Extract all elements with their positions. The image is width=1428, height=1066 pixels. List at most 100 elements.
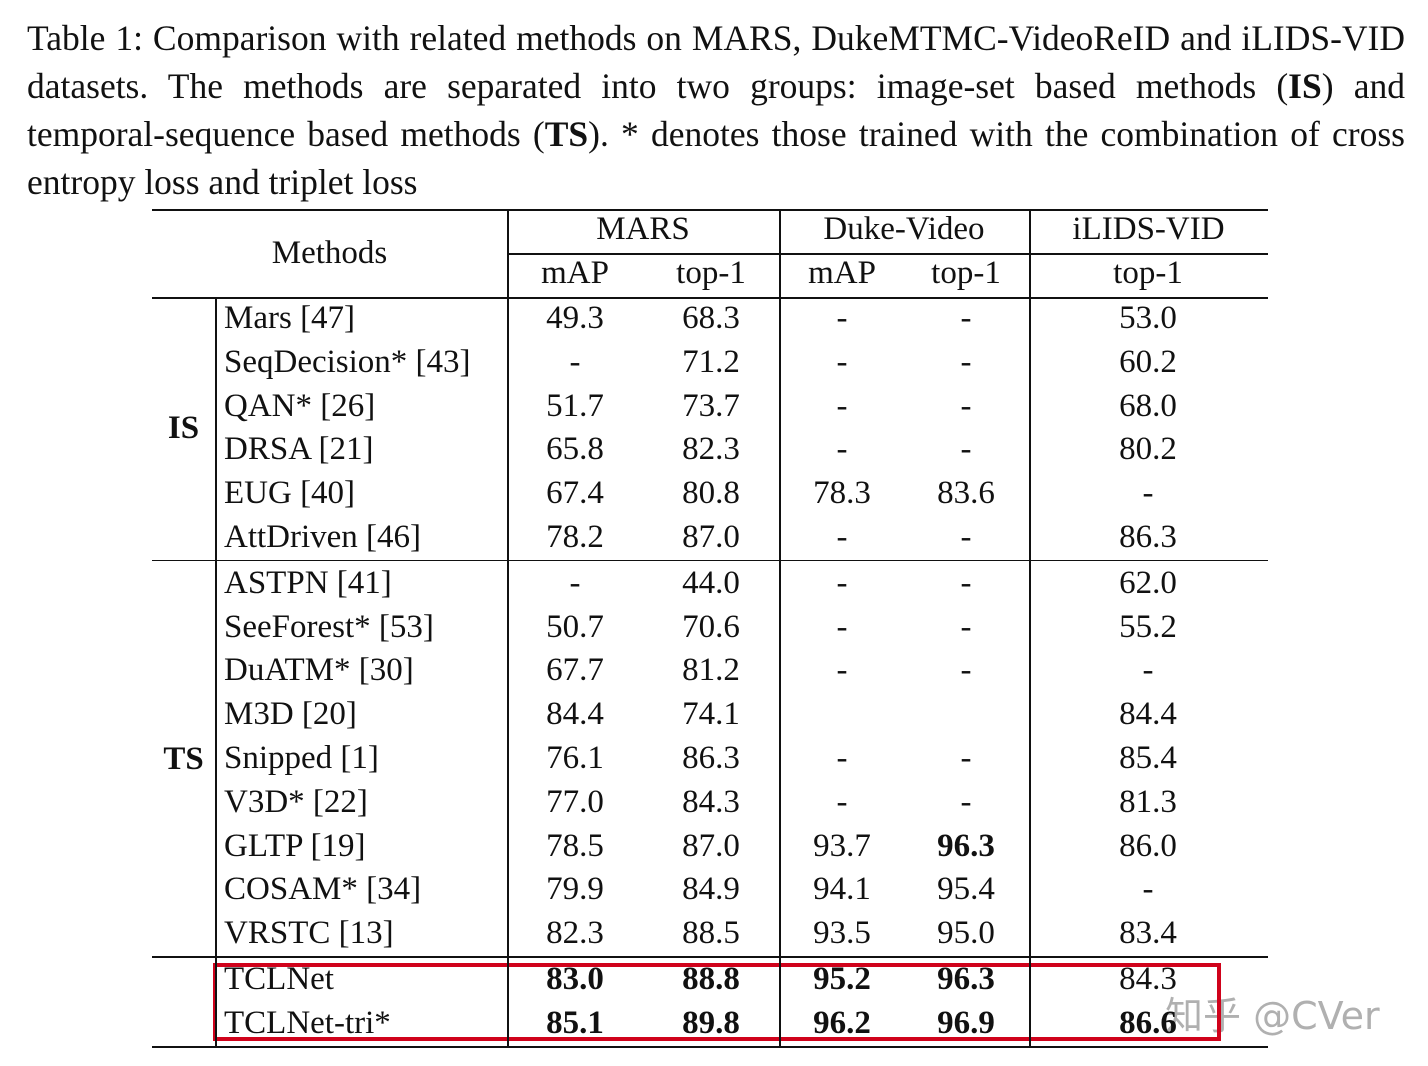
value-cell: 68.0 [1119, 387, 1177, 424]
caption: Table 1: Comparison with related methods… [27, 14, 1405, 206]
value-cell: 96.9 [937, 1004, 995, 1041]
value-cell: 85.4 [1119, 740, 1177, 776]
group-label: TS [163, 740, 204, 777]
value-cell: - [960, 564, 972, 601]
value-cell: 78.5 [546, 827, 604, 864]
value-cell: - [960, 300, 972, 336]
value-cell: 62.0 [1119, 564, 1177, 601]
method-cell: DRSA [21] [224, 431, 374, 468]
value-cell: - [569, 343, 581, 380]
watermark: 知乎 @CVer [1165, 994, 1380, 1038]
value-cell: - [1142, 871, 1154, 908]
method-cell: TCLNet-tri* [224, 1004, 391, 1041]
value-cell: 94.1 [813, 871, 871, 908]
value-cell: - [836, 652, 848, 689]
method-cell: EUG [40] [224, 475, 356, 512]
value-cell: 81.3 [1119, 783, 1177, 820]
value-cell: - [836, 783, 848, 820]
header-cell: Duke-Video [823, 211, 985, 247]
method-cell: Mars [47] [224, 300, 356, 336]
method-cell: VRSTC [13] [224, 915, 394, 952]
value-cell: 86.3 [682, 740, 740, 776]
method-cell: V3D* [22] [224, 783, 368, 820]
value-cell: 51.7 [546, 387, 604, 424]
value-cell: 70.6 [682, 608, 740, 645]
value-cell: - [836, 387, 848, 424]
method-cell: SeeForest* [53] [224, 608, 434, 645]
value-cell: 78.3 [813, 475, 871, 512]
value-cell: - [960, 343, 972, 380]
value-cell: - [836, 608, 848, 645]
method-cell: QAN* [26] [224, 387, 376, 424]
value-cell: 82.3 [546, 915, 604, 952]
value-cell: 96.3 [937, 827, 995, 864]
caption-text: ). * denotes those trained with the comb… [27, 114, 1405, 202]
method-cell: COSAM* [34] [224, 871, 422, 908]
value-cell: 95.0 [937, 915, 995, 952]
value-cell: 73.7 [682, 387, 740, 424]
value-cell: - [960, 783, 972, 820]
value-cell: 50.7 [546, 608, 604, 645]
value-cell: 88.8 [682, 961, 740, 997]
method-cell: SeqDecision* [43] [224, 343, 471, 380]
value-cell: - [836, 431, 848, 468]
header-cell: top-1 [1113, 255, 1183, 291]
value-cell: - [836, 300, 848, 336]
rule [152, 1045, 1268, 1048]
header-cell: mAP [541, 255, 609, 291]
value-cell: 84.4 [546, 696, 604, 733]
rule [507, 253, 1268, 255]
value-cell: 80.2 [1119, 431, 1177, 468]
value-cell: 74.1 [682, 696, 740, 733]
rule [215, 297, 217, 1046]
value-cell: 96.3 [937, 961, 995, 997]
group-label: IS [167, 410, 200, 447]
caption-bold: TS [544, 114, 589, 154]
value-cell: - [960, 608, 972, 645]
value-cell: - [960, 519, 972, 555]
method-cell: M3D [20] [224, 696, 357, 733]
value-cell: 55.2 [1119, 608, 1177, 645]
value-cell: 86.0 [1119, 827, 1177, 864]
value-cell: 84.9 [682, 871, 740, 908]
method-cell: GLTP [19] [224, 827, 366, 864]
value-cell: 83.0 [546, 961, 604, 997]
value-cell: 67.4 [546, 475, 604, 512]
value-cell: 93.7 [813, 827, 871, 864]
value-cell: 96.2 [813, 1004, 871, 1041]
value-cell: 79.9 [546, 871, 604, 908]
value-cell: 80.8 [682, 475, 740, 512]
value-cell: 83.4 [1119, 915, 1177, 952]
value-cell: 95.2 [813, 961, 871, 997]
value-cell: 93.5 [813, 915, 871, 952]
value-cell: 71.2 [682, 343, 740, 380]
caption-bold: IS [1288, 66, 1322, 106]
value-cell: 88.5 [682, 915, 740, 952]
rule [152, 956, 1268, 958]
value-cell: - [1142, 652, 1154, 689]
header-cell: MARS [596, 211, 690, 247]
value-cell: 84.3 [682, 783, 740, 820]
caption-text: Table 1: Comparison with related methods… [27, 18, 1405, 106]
value-cell: 68.3 [682, 300, 740, 336]
value-cell: - [836, 343, 848, 380]
rule [152, 209, 1268, 211]
value-cell: 95.4 [937, 871, 995, 908]
method-cell: TCLNet [224, 961, 334, 997]
header-cell: iLIDS-VID [1072, 211, 1225, 247]
header-cell: top-1 [676, 255, 746, 291]
value-cell: 86.3 [1119, 519, 1177, 555]
method-cell: ASTPN [41] [224, 564, 392, 601]
header-cell: top-1 [931, 255, 1001, 291]
value-cell: 76.1 [546, 740, 604, 776]
value-cell: 78.2 [546, 519, 604, 555]
value-cell: - [836, 519, 848, 555]
value-cell: - [960, 431, 972, 468]
value-cell: 81.2 [682, 652, 740, 689]
value-cell: 85.1 [546, 1004, 604, 1041]
method-cell: AttDriven [46] [224, 519, 422, 555]
rule [779, 209, 781, 1046]
value-cell: 87.0 [682, 519, 740, 555]
rule [507, 209, 509, 1046]
